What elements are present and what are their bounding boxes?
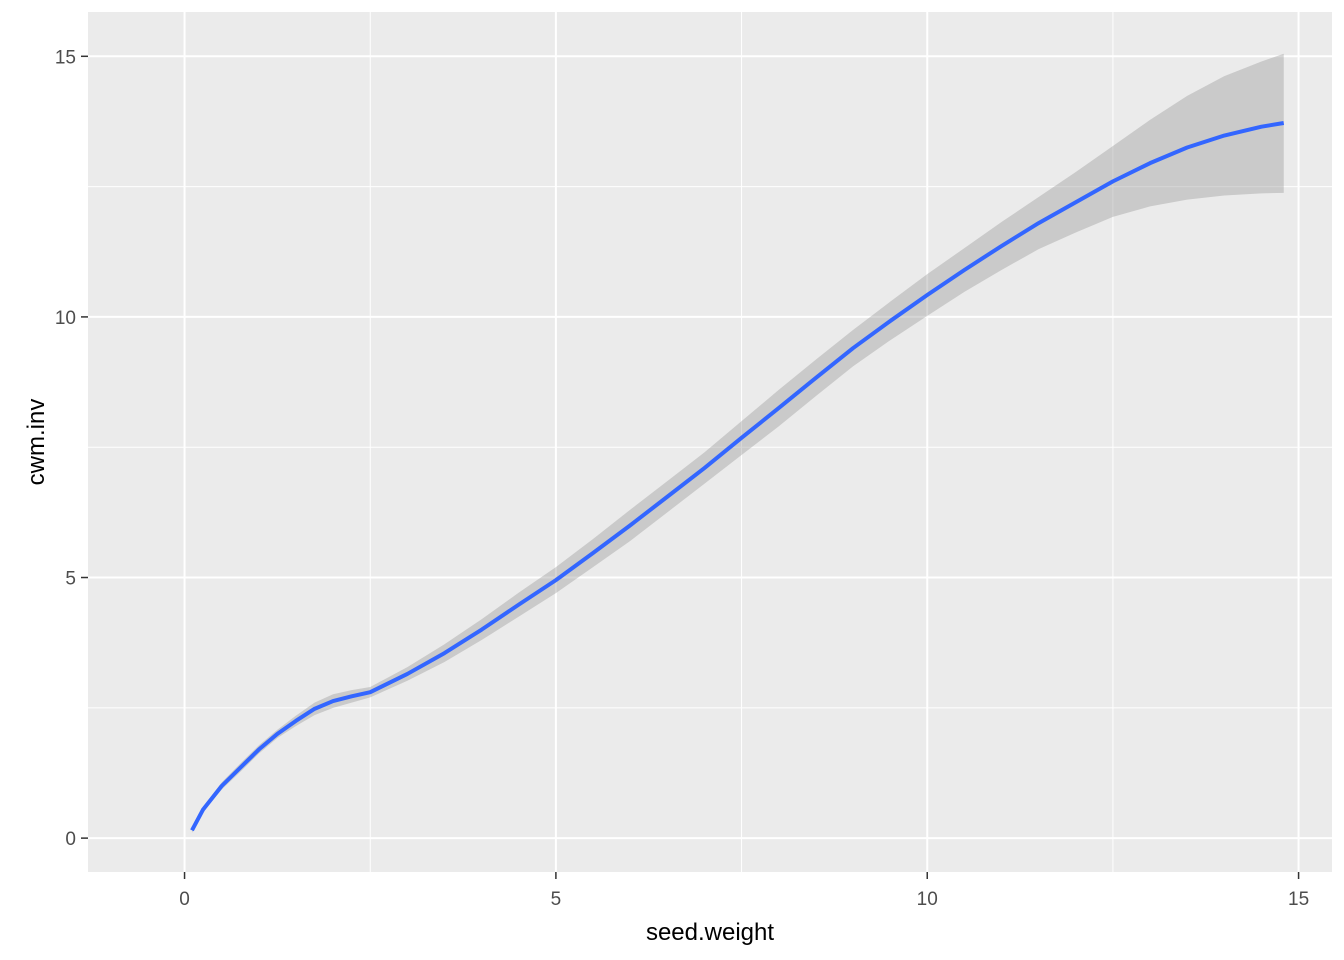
x-tick-label: 5 [551, 889, 562, 910]
y-tick-label: 0 [65, 829, 76, 850]
y-axis: 0 5 10 15 [55, 47, 88, 850]
y-tick-label: 15 [55, 47, 76, 68]
major-gridlines [88, 12, 1332, 872]
smooth-line [190, 121, 1285, 832]
minor-gridlines [88, 12, 1332, 872]
y-tick-label: 10 [55, 308, 76, 329]
x-tick-label: 10 [917, 889, 938, 910]
smooth-line-layer [190, 121, 1285, 832]
plot-panel [88, 12, 1332, 872]
x-axis: 0 5 10 15 [179, 872, 1309, 910]
x-tick-label: 0 [179, 889, 190, 910]
x-axis-title: seed.weight [646, 919, 774, 946]
y-tick-label: 5 [65, 569, 76, 590]
x-tick-label: 15 [1288, 889, 1309, 910]
y-axis-title: cwm.inv [23, 399, 50, 486]
